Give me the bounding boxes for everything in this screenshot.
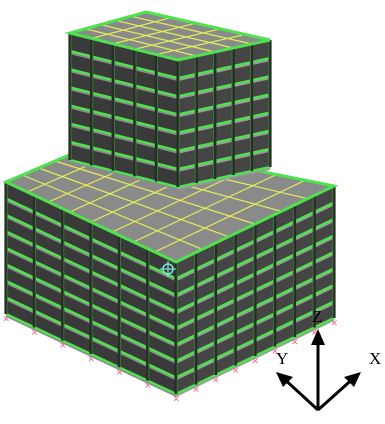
support-icon: ✕	[232, 367, 240, 377]
support-icon: ✕	[271, 348, 279, 358]
roof-grid-line	[156, 33, 246, 56]
roof-grid-line	[100, 24, 215, 53]
support-icon: ✕	[252, 357, 260, 367]
support-icon: ✕	[331, 319, 339, 329]
upper-block	[64, 10, 272, 190]
support-icon: ✕	[291, 338, 299, 348]
support-icon: ✕	[116, 368, 124, 378]
roof-perimeter-beam	[64, 10, 271, 62]
selected-node-marker	[160, 261, 176, 277]
support-icon: ✕	[173, 395, 181, 405]
roof-grid-line	[134, 28, 221, 50]
support-icon: ✕	[3, 315, 11, 325]
support-icon: ✕	[192, 386, 200, 396]
x-arrow-head	[344, 372, 361, 387]
roof-grid-line	[22, 174, 203, 250]
y-arrow-head	[276, 372, 293, 387]
x-axis-label: X	[369, 349, 381, 368]
z-arrow-head	[311, 329, 325, 345]
roof-grid-line	[85, 28, 197, 57]
roof-grid-line	[130, 15, 252, 45]
support-icon: ✕	[212, 376, 220, 386]
support-icon: ✕	[31, 328, 39, 338]
roof-grid-line	[54, 160, 256, 225]
support-icon: ✕	[311, 329, 319, 339]
right-facade	[178, 40, 270, 187]
roof-grid-line	[113, 22, 196, 45]
z-axis-label: Z	[312, 307, 322, 326]
axis-triad: Z Y X	[276, 307, 381, 412]
support-icon: ✕	[59, 342, 67, 352]
support-icon: ✕	[144, 382, 152, 392]
y-axis-label: Y	[276, 349, 288, 368]
roof-grid-line	[115, 19, 234, 49]
roof-grid-line	[38, 167, 229, 238]
support-icon: ✕	[88, 355, 96, 365]
roof-grid-line	[91, 17, 171, 39]
lower-block: ✕ ✕ ✕ ✕ ✕ ✕ ✕ ✕ ✕ ✕ ✕ ✕ ✕ ✕ ✕	[2, 138, 339, 405]
roof-slab	[70, 12, 270, 60]
